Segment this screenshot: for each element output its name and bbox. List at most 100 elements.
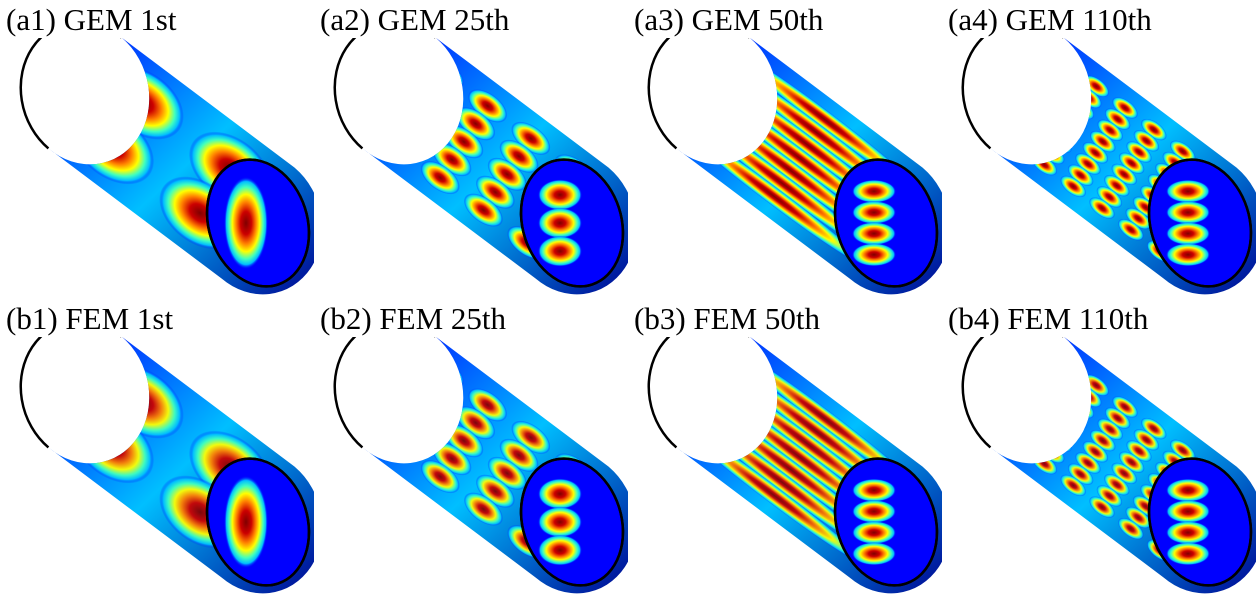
mode-lobe: [1002, 132, 1029, 155]
mode-shape-plot: [19, 337, 314, 594]
mode-lobe: [1009, 120, 1036, 143]
mode-lobe: [1169, 140, 1196, 163]
mode-lobe: [401, 92, 441, 127]
opening-rim: [833, 158, 939, 288]
mode-lobe: [456, 406, 496, 440]
inner-mode-lobe: [224, 475, 268, 569]
mode-lobe: [1083, 374, 1110, 397]
panel-caption: (b2) FEM 25th: [320, 301, 506, 336]
panel-caption: (a3) GEM 50th: [634, 2, 824, 37]
inner-mode-lobe: [852, 243, 896, 267]
mode-lobe: [1039, 76, 1066, 98]
mode-lobe: [1104, 407, 1131, 430]
inner-mode-lobe: [852, 499, 896, 523]
mode-lobe: [729, 47, 921, 192]
mode-shape-plot: [333, 337, 628, 594]
mode-lobe: [1082, 440, 1109, 463]
mode-lobe: [487, 157, 527, 192]
mode-lobe: [1133, 129, 1160, 152]
mode-lobe: [1089, 496, 1115, 519]
back-rim: [333, 38, 436, 150]
inner-mode-lobe: [1166, 478, 1210, 502]
mode-lobe: [468, 89, 508, 123]
panel-caption: (b1) FEM 1st: [6, 301, 174, 336]
mode-lobe: [1060, 175, 1087, 198]
mode-lobe: [1118, 152, 1145, 175]
mode-lobe: [412, 373, 453, 408]
panel-b2: (b2) FEM 25th: [314, 299, 628, 597]
mode-lobe: [1060, 474, 1087, 497]
mode-lobe: [1103, 473, 1130, 496]
mode-lobe: [1125, 207, 1152, 230]
panel-caption: (a1) GEM 1st: [6, 2, 177, 37]
mode-lobe: [1075, 452, 1101, 474]
mode-lobe: [1017, 109, 1044, 132]
mode-lobe: [1024, 98, 1051, 121]
mode-lobe: [1112, 96, 1138, 119]
mode-lobe: [463, 193, 503, 227]
inner-mode-lobe: [852, 179, 896, 203]
mode-lobe: [389, 110, 429, 144]
mode-shape-plot: [961, 38, 1256, 295]
inner-mode-lobe: [538, 478, 582, 510]
mode-lobe: [511, 121, 551, 156]
back-rim: [19, 337, 122, 449]
mode-lobe: [1046, 363, 1073, 386]
mode-lobe: [1009, 419, 1036, 442]
mode-lobe: [401, 391, 441, 426]
mode-shape-plot: [333, 38, 628, 295]
opening-rim: [519, 457, 625, 587]
mode-lobe: [1046, 64, 1073, 87]
mode-lobe: [1067, 463, 1094, 486]
inner-mode-lobe: [538, 534, 582, 566]
mode-lobe: [1111, 462, 1138, 485]
mode-lobe: [1075, 153, 1101, 175]
inner-mode-lobe: [1166, 499, 1210, 523]
mode-lobe: [487, 456, 527, 491]
inner-mode-lobe: [852, 521, 896, 545]
opening-rim: [833, 457, 939, 587]
mode-lobe: [1089, 197, 1115, 220]
mode-lobe: [1111, 163, 1138, 186]
panel-caption: (b3) FEM 50th: [634, 301, 820, 336]
mode-lobe: [1112, 395, 1138, 418]
mode-lobe: [499, 139, 539, 174]
back-rim: [647, 337, 750, 449]
mode-lobe: [432, 142, 472, 177]
panel-a4: (a4) GEM 110th: [942, 0, 1256, 298]
panel-caption: (a4) GEM 110th: [948, 2, 1152, 37]
inner-mode-lobe: [538, 235, 582, 267]
mode-lobe: [1089, 429, 1116, 452]
opening-rim: [1147, 457, 1253, 587]
mode-lobe: [1117, 517, 1144, 540]
mode-lobe: [389, 409, 429, 443]
mode-lobe: [1082, 141, 1109, 164]
mode-lobe: [1032, 87, 1059, 110]
mode-lobe: [1104, 108, 1131, 131]
mode-lobe: [1096, 185, 1123, 208]
mode-lobe: [1097, 418, 1124, 441]
mode-shape-plot: [647, 337, 942, 594]
inner-mode-lobe: [852, 478, 896, 502]
mode-lobe: [1024, 397, 1051, 420]
inner-mode-lobe: [852, 222, 896, 246]
panel-a1: (a1) GEM 1st: [0, 0, 314, 298]
mode-lobe: [1097, 119, 1124, 142]
inner-mode-lobe: [1166, 179, 1210, 203]
panel-caption: (b4) FEM 110th: [948, 301, 1149, 336]
mode-shape-plot: [647, 38, 942, 295]
mode-lobe: [1133, 428, 1160, 451]
mode-lobe: [377, 128, 417, 162]
mode-lobe: [1096, 484, 1123, 507]
panel-a3: (a3) GEM 50th: [628, 0, 942, 298]
panel-b4: (b4) FEM 110th: [942, 299, 1256, 597]
inner-mode-lobe: [538, 207, 582, 239]
inner-mode-lobe: [852, 200, 896, 224]
mode-lobe: [499, 438, 539, 473]
opening-rim: [205, 457, 311, 587]
mode-lobe: [1103, 174, 1130, 197]
mode-lobe: [1169, 439, 1196, 462]
mode-lobe: [729, 346, 921, 491]
mode-lobe: [475, 175, 515, 209]
back-rim: [961, 38, 1064, 150]
